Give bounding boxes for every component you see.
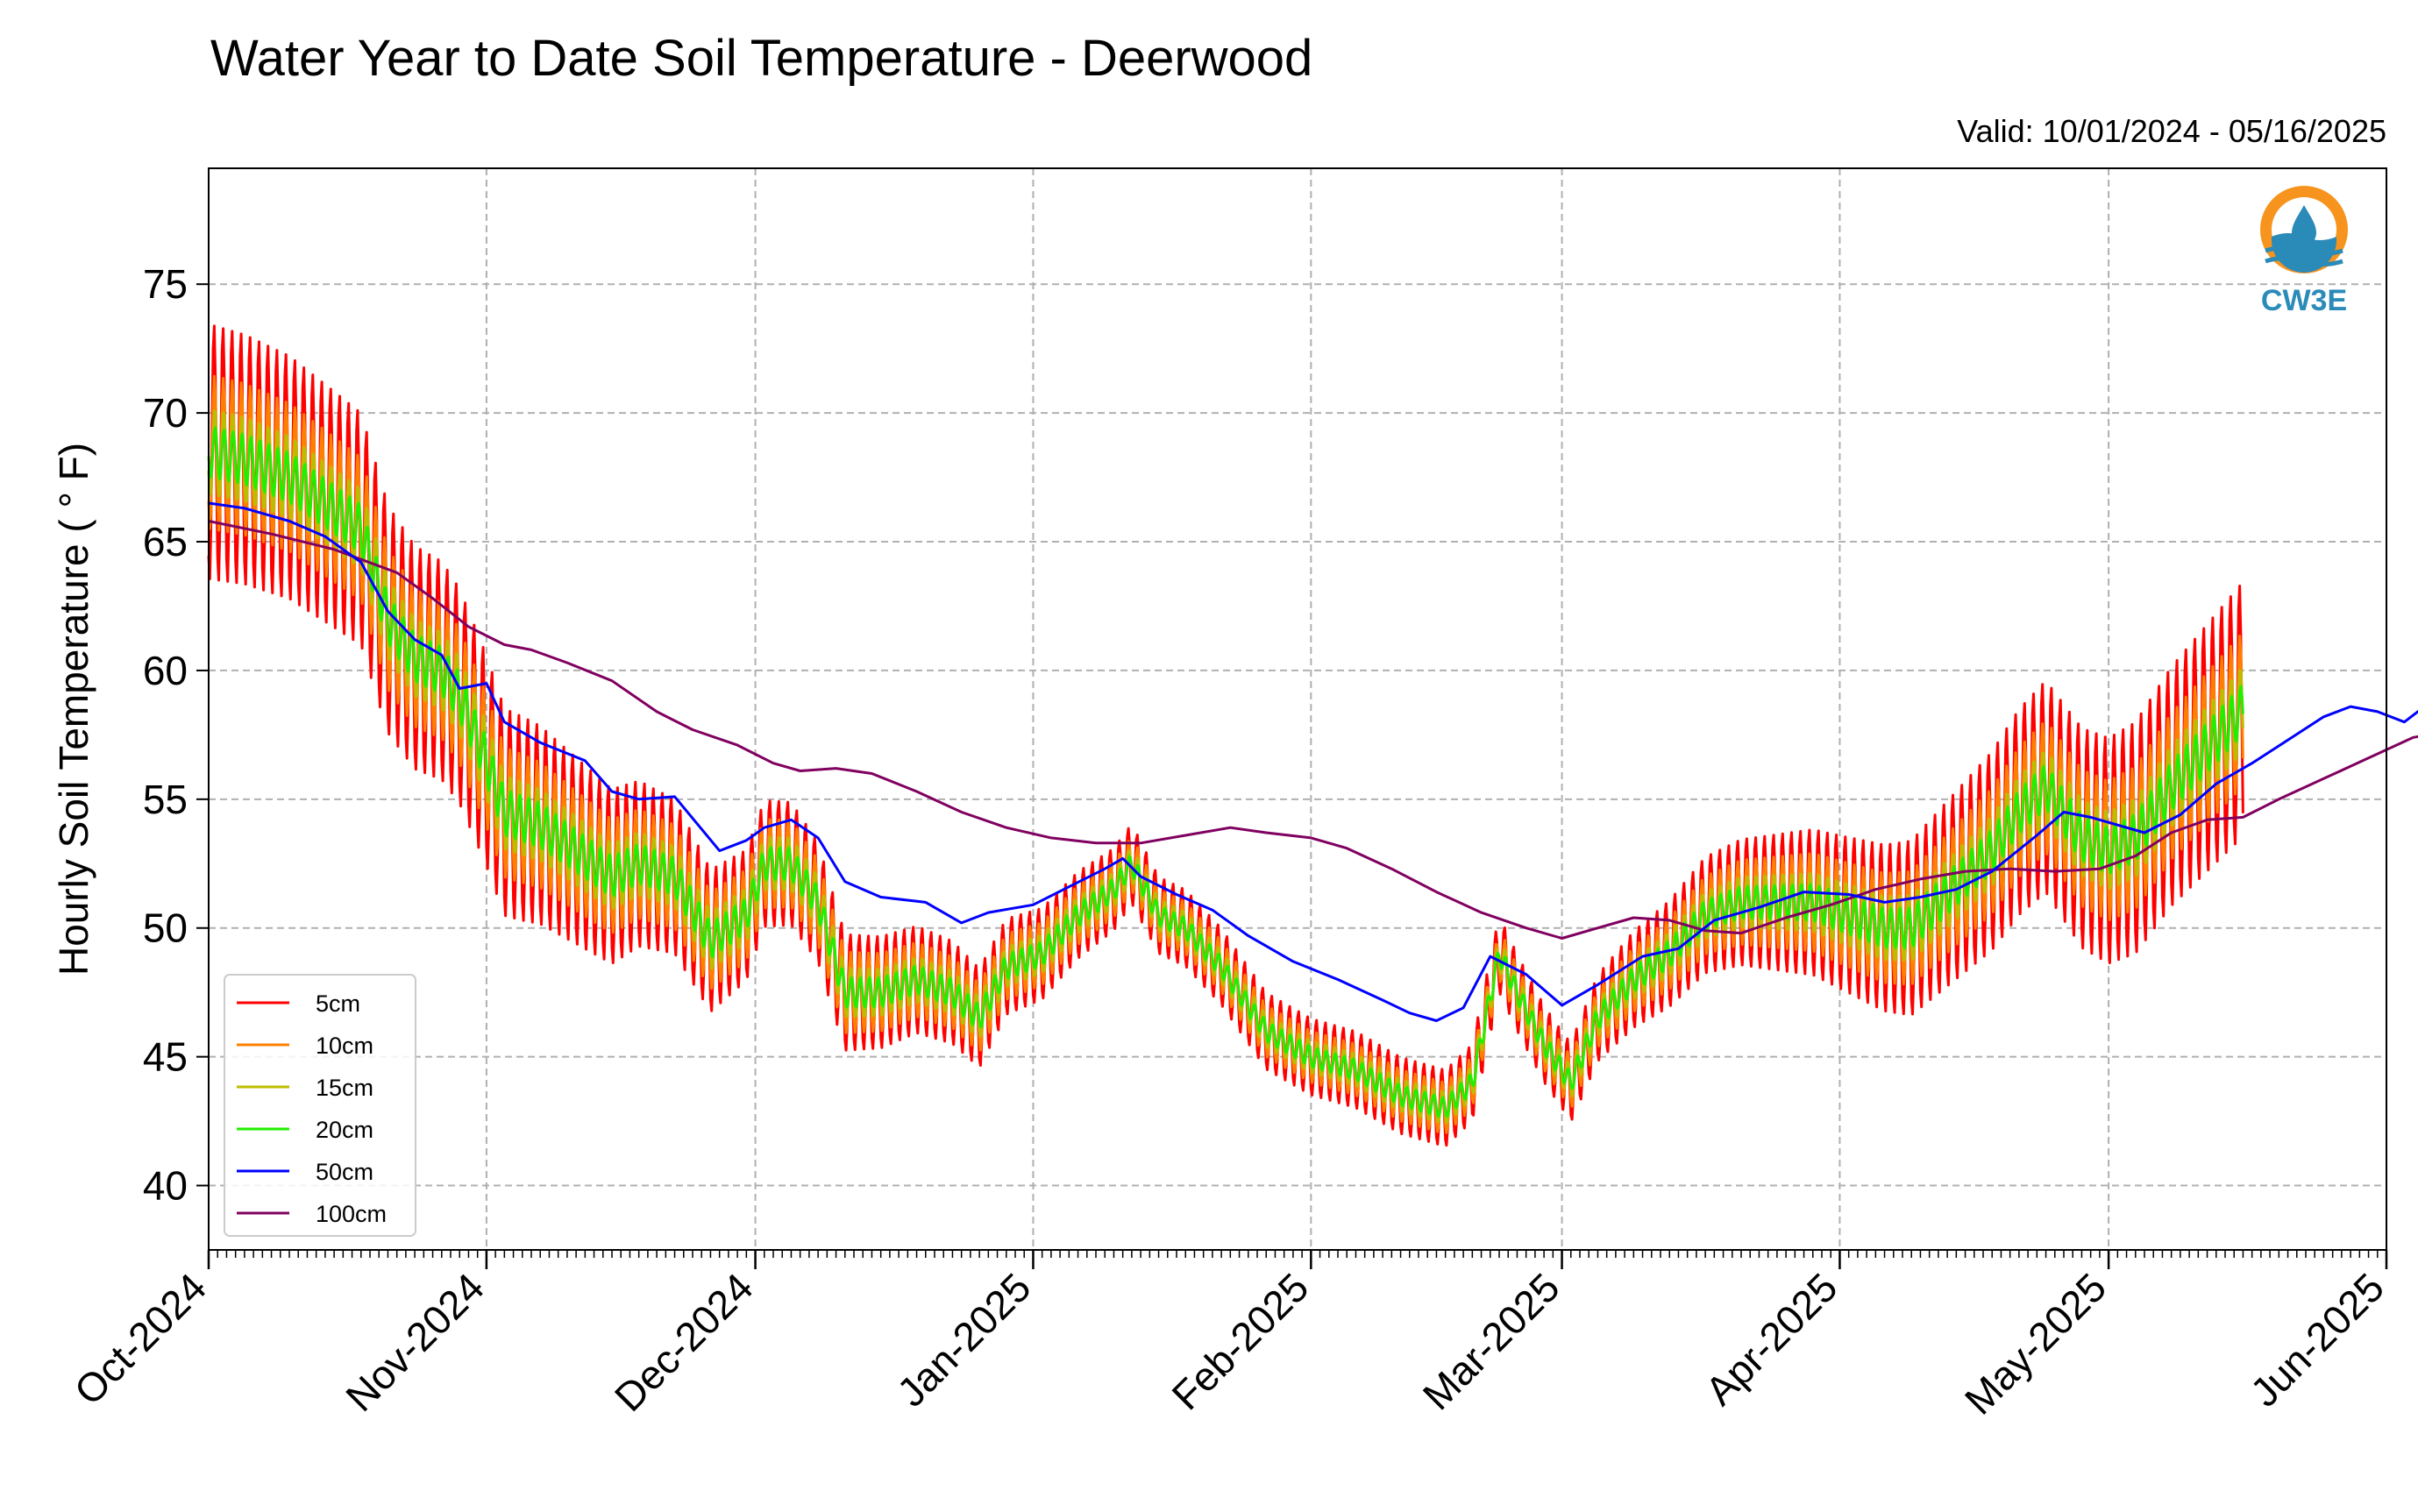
legend-label: 50cm: [316, 1159, 373, 1185]
series-line-50cm: [208, 501, 2418, 1022]
legend-label: 15cm: [316, 1075, 373, 1101]
series-line-100cm: [208, 520, 2418, 940]
y-tick-label: 45: [143, 1034, 188, 1080]
series-layer: [207, 324, 2418, 1147]
water-drop-icon: [2292, 205, 2316, 245]
legend-label: 20cm: [316, 1117, 373, 1143]
y-tick-label: 40: [143, 1163, 188, 1209]
y-axis: 40 45 50 55 60 65 70 75: [143, 261, 209, 1209]
plot-frame: [208, 167, 2387, 1251]
y-tick-label: 70: [143, 390, 188, 436]
logo-text: CW3E: [2261, 284, 2347, 317]
legend-label: 10cm: [316, 1033, 373, 1059]
chart-title: Water Year to Date Soil Temperature - De…: [210, 30, 1312, 87]
y-tick-label: 50: [143, 905, 188, 951]
cw3e-logo: CW3E: [2260, 186, 2348, 317]
y-tick-label: 65: [143, 519, 188, 564]
y-tick-label: 75: [143, 261, 188, 307]
chart-subtitle: Valid: 10/01/2024 - 05/16/2025: [1957, 113, 2386, 149]
y-tick-label: 60: [143, 648, 188, 693]
legend-label: 5cm: [316, 990, 360, 1017]
logo-water-lines: [2265, 245, 2343, 266]
y-axis-label: Hourly Soil Temperature ( ° F): [51, 443, 96, 976]
legend: 5cm 10cm 15cm 20cm 50cm 100cm: [224, 974, 416, 1237]
legend-label: 100cm: [316, 1201, 387, 1227]
series-line-20cm: [207, 426, 2244, 1118]
y-tick-label: 55: [143, 777, 188, 822]
